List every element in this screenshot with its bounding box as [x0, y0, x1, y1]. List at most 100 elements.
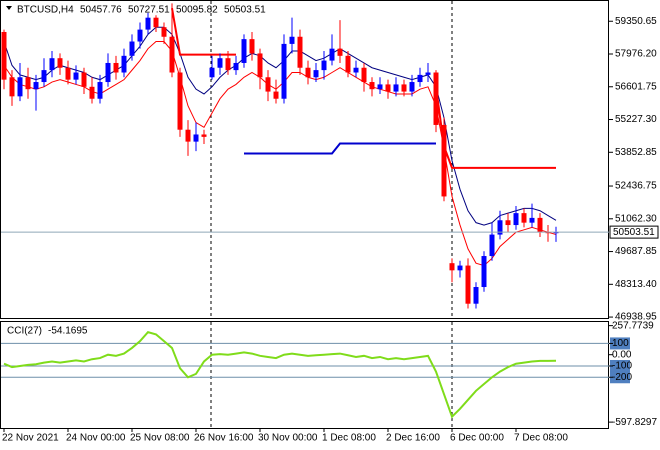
candle-body	[489, 234, 495, 257]
candle-body	[345, 55, 351, 73]
ohlc-close: 50503.51	[224, 5, 266, 16]
candle-body	[473, 287, 479, 304]
candle-body	[449, 263, 455, 271]
candle-body	[273, 91, 279, 99]
candle-body	[297, 36, 303, 68]
candle-body	[385, 84, 391, 92]
cci-tick-label: 100	[612, 338, 629, 349]
y-tick-label: 59350.65	[615, 16, 657, 27]
cci-frame	[0, 321, 609, 429]
candle-body	[329, 48, 335, 61]
x-tick-label: 26 Nov 16:00	[194, 433, 254, 444]
candle-body	[25, 77, 31, 90]
candle-body	[441, 124, 447, 197]
candle-body	[393, 84, 399, 92]
main-frame	[0, 0, 609, 319]
candle-body	[433, 72, 439, 125]
candle-body	[137, 29, 143, 42]
candle-body	[185, 129, 191, 142]
candle-body	[41, 70, 47, 83]
y-tick-label: 56601.75	[615, 81, 657, 92]
cci-label-box	[610, 371, 630, 384]
ohlc-low: 50095.82	[176, 5, 218, 16]
candle-body	[169, 36, 175, 73]
y-tick-label: 52436.75	[615, 181, 657, 192]
x-tick-label: 2 Dec 16:00	[386, 433, 440, 444]
candle-body	[153, 17, 159, 28]
candle-body	[57, 58, 63, 68]
candle-body	[481, 256, 487, 288]
cci-tick-label: 257.7739	[612, 320, 654, 331]
candle-body	[89, 86, 95, 99]
candle-body	[97, 82, 103, 99]
cci-tick-label: -597.8297	[612, 417, 657, 428]
candle-body	[553, 232, 559, 234]
candle-body	[289, 36, 295, 44]
candle-body	[241, 39, 247, 63]
candle-body	[257, 53, 263, 78]
candle-body	[281, 43, 287, 99]
candle-body	[497, 220, 503, 235]
candle-body	[113, 62, 119, 73]
symbol-icon	[6, 6, 12, 10]
x-tick-label: 7 Dec 08:00	[514, 433, 568, 444]
price-label-box	[609, 225, 659, 239]
candle-body	[9, 77, 15, 97]
candle-body	[417, 74, 423, 83]
candle-body	[521, 213, 527, 223]
candle-body	[217, 58, 223, 68]
cci-title: CCI(27)	[7, 326, 42, 337]
candle-body	[105, 62, 111, 83]
candle-body	[145, 17, 151, 30]
candle-body	[465, 265, 471, 304]
candle-body	[65, 67, 71, 80]
candle-body	[17, 77, 23, 97]
x-tick-label: 22 Nov 2021	[2, 433, 59, 444]
candle-body	[225, 58, 231, 71]
candle-body	[377, 84, 383, 90]
x-tick-label: 1 Dec 08:00	[322, 433, 376, 444]
candle-body	[81, 72, 87, 87]
candle-body	[369, 82, 375, 90]
candle-body	[409, 82, 415, 92]
candle-body	[505, 220, 511, 226]
cci-tick-label: -200	[612, 372, 632, 383]
candle-body	[265, 77, 271, 92]
indicator-line	[171, 7, 556, 169]
candle-body	[513, 213, 519, 226]
y-tick-label: 46938.95	[615, 312, 657, 323]
candle-body	[73, 72, 79, 80]
y-tick-label: 48313.40	[615, 279, 657, 290]
candle-body	[49, 58, 55, 71]
candle-body	[361, 67, 367, 83]
y-tick-label: 57976.20	[615, 49, 657, 60]
cci-label-box	[610, 337, 630, 350]
y-tick-label: 53852.85	[615, 147, 657, 158]
indicator-line	[3, 41, 557, 267]
candle-body	[129, 41, 135, 56]
candle-body	[33, 82, 39, 90]
cci-line	[3, 331, 557, 419]
candle-body	[353, 67, 359, 73]
candle-body	[457, 265, 463, 271]
indicator-line	[244, 142, 436, 155]
candle-body	[401, 84, 407, 92]
y-tick-label: 49687.85	[615, 246, 657, 257]
candle-body	[177, 72, 183, 130]
y-tick-label: 55227.30	[615, 114, 657, 125]
candle-body	[161, 27, 167, 37]
candle-body	[1, 31, 7, 80]
candle-body	[233, 62, 239, 71]
candle-body	[529, 217, 535, 223]
cci-label-box	[610, 359, 630, 372]
x-tick-label: 30 Nov 00:00	[258, 433, 318, 444]
candle-body	[337, 48, 343, 56]
candle-body	[545, 232, 551, 234]
x-tick-label: 6 Dec 00:00	[450, 433, 504, 444]
indicator-line	[3, 26, 557, 226]
x-tick-label: 25 Nov 08:00	[130, 433, 190, 444]
cci-value: -54.1695	[48, 326, 88, 337]
candle-body	[193, 134, 199, 142]
